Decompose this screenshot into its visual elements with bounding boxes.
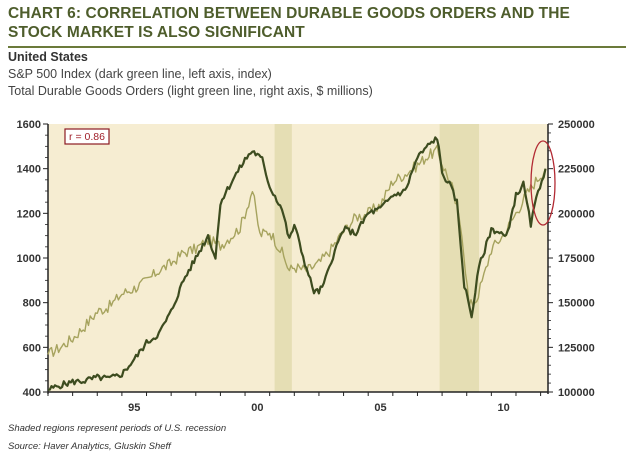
right-tick-label: 225000 [558, 164, 595, 176]
right-tick-label: 125000 [558, 342, 595, 354]
right-tick-label: 250000 [558, 119, 595, 131]
left-tick-label: 400 [23, 387, 41, 399]
right-series-description: Total Durable Goods Orders (light green … [8, 84, 373, 98]
left-tick-label: 1400 [17, 164, 41, 176]
x-tick-label: 95 [128, 402, 140, 414]
right-tick-label: 175000 [558, 253, 595, 265]
x-tick-label: 10 [498, 402, 510, 414]
region-label: United States [8, 50, 88, 64]
right-tick-label: 150000 [558, 298, 595, 310]
correlation-label: r = 0.86 [69, 131, 105, 143]
left-series-description: S&P 500 Index (dark green line, left axi… [8, 67, 272, 81]
right-tick-label: 100000 [558, 387, 595, 399]
x-tick-label: 00 [251, 402, 263, 414]
left-tick-label: 1200 [17, 208, 41, 220]
left-tick-label: 1600 [17, 119, 41, 131]
sp500-line [47, 136, 547, 391]
highlight-ellipse [530, 140, 556, 226]
left-tick-label: 600 [23, 342, 41, 354]
recession-band-2 [439, 124, 480, 392]
durable-goods-line [47, 144, 547, 357]
chart-title: CHART 6: CORRELATION BETWEEN DURABLE GOO… [8, 5, 570, 41]
source-footnote: Source: Haver Analytics, Gluskin Sheff [8, 441, 171, 452]
title-divider [8, 46, 626, 48]
recession-footnote: Shaded regions represent periods of U.S.… [8, 423, 227, 434]
recession-band-1 [274, 124, 292, 392]
right-tick-label: 200000 [558, 208, 595, 220]
correlation-box [64, 128, 110, 145]
left-tick-label: 800 [23, 298, 41, 310]
x-tick-label: 05 [374, 402, 386, 414]
left-tick-label: 1000 [17, 253, 41, 265]
